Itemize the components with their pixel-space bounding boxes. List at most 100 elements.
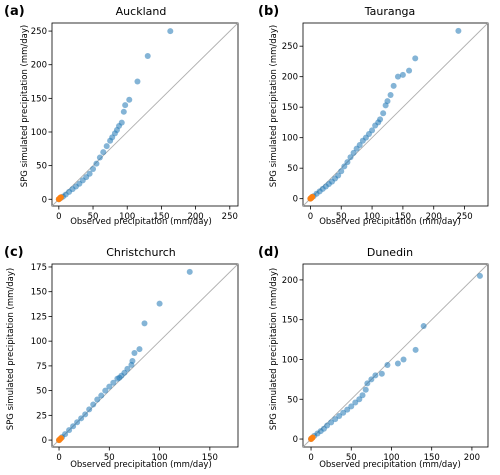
data-point <box>74 419 81 426</box>
data-point <box>134 78 141 85</box>
origin-point <box>309 193 316 200</box>
x-tick-label: 50 <box>88 212 99 222</box>
data-point <box>340 409 347 416</box>
data-point <box>110 379 117 386</box>
y-tick-label: 50 <box>36 162 47 172</box>
y-tick-label: 100 <box>31 337 47 347</box>
data-point <box>394 360 401 367</box>
origin-point <box>57 194 64 201</box>
panel-a-plot: 0 50 100 150 200 250 0 50 100 150 200 250 <box>31 22 239 222</box>
data-point <box>122 102 129 109</box>
panel-c-xlabel: Observed precipitation (mm/day) <box>70 460 212 470</box>
x-tick-label: 250 <box>222 212 238 222</box>
data-point <box>338 168 345 175</box>
y-tick-label: 150 <box>31 288 47 298</box>
x-tick-label: 0 <box>308 453 313 463</box>
x-tick-label: 0 <box>56 212 61 222</box>
data-point <box>356 142 363 148</box>
data-point <box>86 406 93 413</box>
data-point <box>82 411 89 418</box>
data-point <box>70 423 77 430</box>
panel-c-plot: 0 50 100 150 0 25 50 75 100 125 150 175 <box>31 263 239 463</box>
x-tick-label: 150 <box>424 453 440 463</box>
y-tick-label: 150 <box>31 94 47 104</box>
x-tick-label: 0 <box>56 453 61 463</box>
data-point <box>352 399 359 406</box>
data-point <box>78 415 85 422</box>
y-tick-label: 150 <box>282 103 298 113</box>
data-point <box>455 27 462 34</box>
data-point <box>362 386 369 393</box>
data-point <box>420 323 427 330</box>
y-tick-label: 150 <box>282 316 298 326</box>
data-point <box>186 268 193 275</box>
y-tick-label: 0 <box>293 435 298 445</box>
data-point <box>344 159 351 166</box>
data-point <box>394 73 401 80</box>
panel-b-ylabel: SPG simulated precipitation (mm/day) <box>269 25 279 187</box>
data-point <box>126 96 133 103</box>
plot-frame <box>51 22 239 207</box>
y-tick-label: 250 <box>282 42 298 52</box>
data-point <box>412 346 419 353</box>
x-tick-label: 50 <box>336 212 347 222</box>
data-point <box>156 300 163 307</box>
data-point <box>124 365 131 372</box>
data-point <box>141 320 148 327</box>
panel-a-title: Auckland <box>116 5 167 18</box>
panel-b-plot: 0 50 100 150 200 250 0 50 100 150 200 250 <box>282 22 489 222</box>
data-point <box>336 412 343 419</box>
y-tick-label: 200 <box>31 61 47 71</box>
data-point <box>476 272 483 279</box>
panel-c: (c) Christchurch Observed precipitation … <box>4 245 239 470</box>
x-tick-label: 100 <box>151 453 167 463</box>
identity-line <box>51 22 239 207</box>
panel-d-title: Dunedin <box>367 246 413 259</box>
data-point <box>341 163 348 170</box>
data-point <box>356 396 363 403</box>
x-tick-label: 100 <box>383 453 399 463</box>
x-tick-label: 0 <box>308 212 313 222</box>
data-point <box>103 143 110 150</box>
panel-c-letter: (c) <box>4 245 24 260</box>
y-tick-label: 0 <box>42 436 47 446</box>
x-tick-label: 50 <box>346 453 357 463</box>
panel-d-xlabel: Observed precipitation (mm/day) <box>319 460 461 470</box>
origin-point <box>58 435 65 442</box>
y-tick-label: 200 <box>282 73 298 83</box>
x-tick-label: 150 <box>395 212 411 222</box>
y-tick-label: 100 <box>282 134 298 144</box>
data-point <box>347 154 354 161</box>
panel-b-letter: (b) <box>258 4 279 19</box>
data-point <box>136 346 143 353</box>
data-point <box>120 108 127 115</box>
data-point <box>406 67 413 74</box>
x-tick-label: 100 <box>364 212 380 222</box>
data-point <box>144 52 151 59</box>
plot-frame <box>302 22 489 207</box>
data-point <box>412 55 419 62</box>
y-tick-label: 75 <box>36 362 47 372</box>
data-point <box>167 28 174 35</box>
panel-b-title: Tauranga <box>364 5 416 18</box>
y-tick-label: 100 <box>31 128 47 138</box>
data-point <box>324 422 331 429</box>
data-point <box>344 406 351 413</box>
data-point <box>98 392 105 399</box>
y-tick-label: 200 <box>282 276 298 286</box>
x-tick-label: 250 <box>456 212 472 222</box>
panel-a: (a) Auckland Observed precipitation (mm/… <box>4 4 239 227</box>
y-tick-label: 250 <box>31 27 47 37</box>
x-tick-label: 150 <box>202 453 218 463</box>
origin-point <box>309 434 316 441</box>
plot-frame <box>302 263 489 448</box>
panel-d: (d) Dunedin Observed precipitation (mm/d… <box>258 245 489 470</box>
data-point <box>380 110 387 117</box>
y-tick-label: 50 <box>287 164 298 174</box>
x-tick-label: 200 <box>426 212 442 222</box>
data-point <box>131 350 138 357</box>
data-point <box>66 427 73 434</box>
panel-d-plot: 0 50 100 150 200 0 50 100 150 200 <box>282 263 489 463</box>
x-tick-label: 50 <box>104 453 115 463</box>
y-tick-label: 0 <box>293 195 298 205</box>
